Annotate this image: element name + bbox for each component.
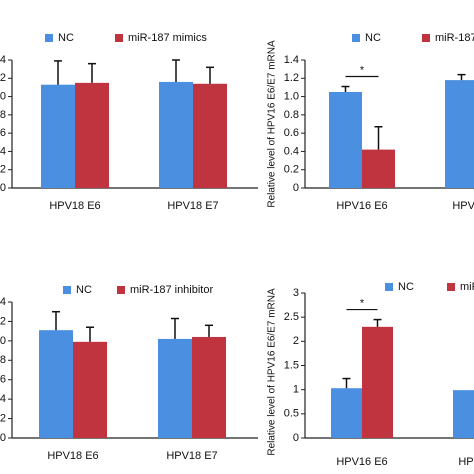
bar — [329, 92, 362, 188]
y-tick-label: 1.4 — [0, 296, 6, 308]
legend-label: miR-187 inhibitor — [130, 284, 213, 296]
bar — [39, 330, 73, 438]
y-tick-label: 2.5 — [284, 311, 299, 323]
y-tick-label: 1.2 — [0, 315, 6, 327]
y-tick-label: 0.6 — [284, 127, 299, 139]
y-tick-label: 0.2 — [0, 412, 6, 424]
y-tick-label: 1.0 — [0, 335, 6, 347]
legend-swatch — [352, 34, 360, 42]
bar — [158, 338, 192, 438]
legend-label: NC — [365, 32, 381, 44]
y-tick-label: 0.8 — [0, 354, 6, 366]
y-tick-label: 0.8 — [284, 109, 299, 121]
bar — [193, 83, 227, 188]
x-tick-label: HPV18 E6 — [47, 450, 98, 462]
bar — [159, 81, 193, 188]
legend-label: NC — [76, 284, 92, 296]
y-tick-label: 0.4 — [0, 145, 6, 157]
y-tick-label: 0.2 — [0, 164, 6, 176]
x-tick-label: HPV16 E7 — [452, 200, 474, 212]
x-tick-label: HPV18 E6 — [49, 200, 100, 212]
y-tick-label: 1.4 — [0, 54, 6, 66]
bar — [362, 326, 393, 438]
legend-label: NC — [58, 32, 74, 44]
y-tick-label: 0.6 — [0, 127, 6, 139]
bar — [75, 82, 109, 188]
y-tick-label: 0.2 — [284, 164, 299, 176]
x-tick-label: HPV18 E7 — [166, 450, 217, 462]
legend-swatch — [45, 34, 53, 42]
legend-label: miR-187 inhibitor — [460, 281, 474, 293]
x-tick-label: HPV16 E6 — [336, 200, 387, 212]
bar — [331, 388, 362, 438]
legend-swatch — [63, 286, 71, 294]
y-tick-label: 0 — [0, 432, 6, 444]
x-tick-label: HPV16 E7 — [458, 456, 474, 468]
y-axis-label: Relative level of HPV16 E6/E7 mRNA — [267, 40, 278, 208]
legend-swatch — [447, 283, 455, 291]
y-tick-label: 1.0 — [284, 90, 299, 102]
y-tick-label: 0.5 — [284, 408, 299, 420]
bar — [73, 341, 107, 438]
legend-swatch — [117, 286, 125, 294]
bar — [192, 336, 226, 438]
x-tick-label: HPV18 E7 — [167, 200, 218, 212]
bar — [453, 390, 474, 438]
x-tick-label: HPV16 E6 — [336, 456, 387, 468]
legend-swatch — [385, 283, 393, 291]
significance-mark: * — [360, 64, 365, 76]
bar — [41, 84, 75, 188]
legend-swatch — [115, 34, 123, 42]
y-tick-label: 1 — [293, 384, 299, 396]
y-tick-label: 0.4 — [284, 145, 299, 157]
y-tick-label: 0 — [293, 182, 299, 194]
y-tick-label: 1.2 — [0, 72, 6, 84]
significance-mark: * — [360, 297, 365, 309]
legend-label: miR-187 mimics — [435, 32, 474, 44]
y-tick-label: 0.8 — [0, 109, 6, 121]
y-tick-label: 0 — [0, 182, 6, 194]
y-tick-label: 0.6 — [0, 374, 6, 386]
y-axis-label: Relative level of HPV16 E6/E7 mRNA — [267, 288, 278, 456]
legend-label: miR-187 mimics — [128, 32, 207, 44]
y-tick-label: 1.2 — [284, 72, 299, 84]
bar — [362, 149, 395, 188]
y-tick-label: 3 — [293, 287, 299, 299]
y-tick-label: 1.5 — [284, 359, 299, 371]
y-tick-label: 1.0 — [0, 90, 6, 102]
y-tick-label: 1.4 — [284, 54, 299, 66]
y-tick-label: 0 — [293, 432, 299, 444]
y-tick-label: 0.4 — [0, 393, 6, 405]
legend-swatch — [422, 34, 430, 42]
bar — [445, 80, 474, 188]
legend-label: NC — [398, 281, 414, 293]
y-tick-label: 2 — [293, 335, 299, 347]
